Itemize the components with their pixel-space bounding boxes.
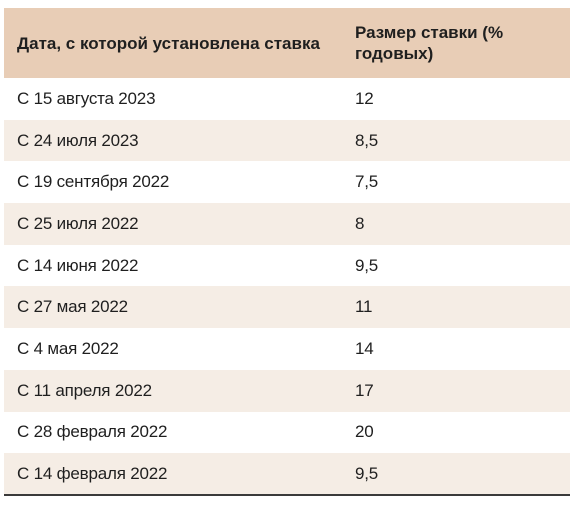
table-row: С 25 июля 2022 8 [4, 203, 570, 245]
cell-date: С 14 февраля 2022 [4, 453, 342, 496]
table-body: С 15 августа 2023 12 С 24 июля 2023 8,5 … [4, 78, 570, 496]
cell-rate: 14 [355, 338, 374, 358]
header-date: Дата, с которой установлена ставка [17, 33, 320, 53]
cell-date: С 28 февраля 2022 [17, 422, 168, 442]
rate-table: Дата, с которой установлена ставка Разме… [4, 8, 570, 496]
table-row: С 14 февраля 2022 9,5 [4, 453, 570, 496]
table-row: С 14 июня 2022 9,5 [4, 245, 570, 287]
table-row: С 19 сентября 2022 7,5 [4, 161, 570, 203]
cell-date: С 25 июля 2022 [17, 213, 139, 233]
cell-rate: 8,5 [355, 130, 379, 150]
cell-rate: 9,5 [355, 255, 379, 275]
table-row: С 28 февраля 2022 20 [4, 412, 570, 454]
table-row: С 15 августа 2023 12 [4, 78, 570, 120]
table-row: С 11 апреля 2022 17 [4, 369, 570, 412]
table-header: Дата, с которой установлена ставка Разме… [4, 8, 570, 78]
cell-date: С 11 апреля 2022 [17, 380, 152, 400]
cell-date: С 15 августа 2023 [17, 88, 156, 108]
cell-rate: 20 [355, 422, 374, 442]
table-row: С 27 мая 2022 11 [4, 286, 570, 329]
cell-date: С 14 июня 2022 [17, 255, 139, 275]
cell-date: С 19 сентября 2022 [17, 172, 170, 192]
cell-rate: 9,5 [342, 453, 570, 496]
cell-date: С 24 июля 2023 [17, 130, 139, 150]
header-rate: Размер ставки (% годовых) [355, 23, 504, 63]
cell-date: С 4 мая 2022 [17, 338, 119, 358]
cell-rate: 8 [355, 213, 365, 233]
cell-rate: 11 [355, 297, 373, 317]
cell-rate: 17 [355, 380, 374, 400]
table-row: С 24 июля 2023 8,5 [4, 119, 570, 162]
rate-table-container: Дата, с которой установлена ставка Разме… [4, 8, 570, 496]
table-row: С 4 мая 2022 14 [4, 328, 570, 370]
cell-rate: 12 [355, 88, 374, 108]
cell-rate: 7,5 [355, 172, 379, 192]
cell-date: С 27 мая 2022 [17, 297, 128, 317]
header-row: Дата, с которой установлена ставка Разме… [4, 8, 570, 78]
